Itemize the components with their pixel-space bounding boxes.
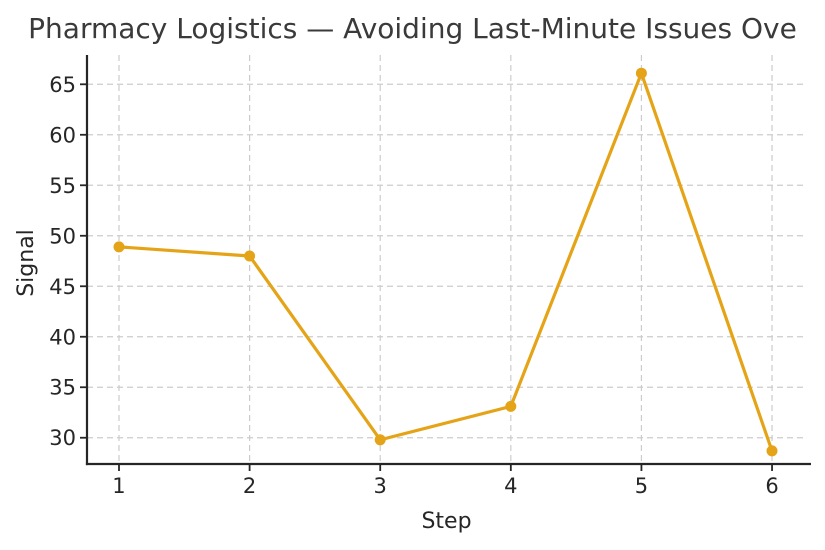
data-point — [635, 67, 647, 79]
y-tick-label: 50 — [49, 224, 76, 248]
y-axis-label: Signal — [14, 229, 39, 297]
data-point — [766, 445, 778, 457]
y-tick-label: 55 — [49, 174, 76, 198]
y-tick-label: 30 — [49, 426, 76, 450]
chart-title: Pharmacy Logistics — Avoiding Last-Minut… — [28, 12, 797, 45]
x-tick-label: 5 — [635, 474, 648, 498]
y-tick-label: 65 — [49, 73, 76, 97]
y-tick-label: 60 — [49, 123, 76, 147]
y-tick-label: 35 — [49, 376, 76, 400]
x-tick-label: 4 — [504, 474, 517, 498]
data-point — [113, 241, 125, 253]
y-tick-label: 45 — [49, 275, 76, 299]
data-point — [505, 400, 517, 412]
x-tick-label: 6 — [765, 474, 778, 498]
x-tick-label: 3 — [374, 474, 387, 498]
x-axis-label: Step — [421, 509, 472, 534]
data-line — [117, 71, 774, 453]
data-point — [244, 250, 256, 262]
data-point — [374, 434, 386, 446]
x-tick-label: 1 — [112, 474, 125, 498]
y-tick-label: 40 — [49, 325, 76, 349]
x-tick-label: 2 — [243, 474, 256, 498]
